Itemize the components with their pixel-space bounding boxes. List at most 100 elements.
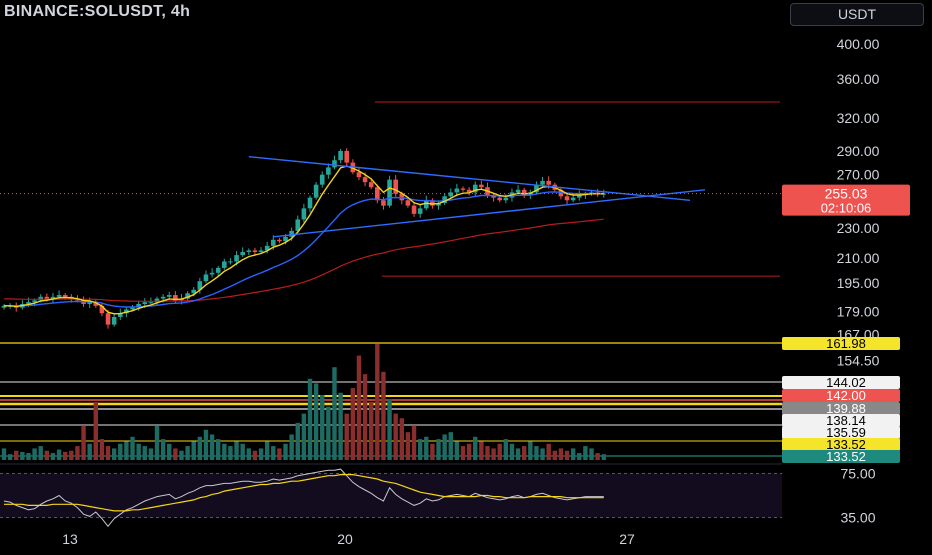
volume-bar	[7, 454, 13, 460]
level-price-label: 133.52	[826, 449, 866, 464]
volume-bar	[326, 406, 331, 460]
candle	[387, 179, 392, 206]
volume-bar	[56, 449, 62, 460]
level-price-tag	[782, 426, 900, 439]
candle	[270, 239, 276, 246]
rsi-tick-label: 35.00	[840, 510, 875, 526]
volume-bar	[69, 450, 74, 460]
volume-bar	[222, 443, 227, 460]
volume-bar	[558, 448, 564, 460]
volume-bar	[252, 450, 258, 460]
volume-bar	[564, 450, 570, 460]
volume-bar	[14, 450, 19, 460]
candle	[99, 305, 105, 314]
rsi-tick-label: 75.00	[840, 466, 875, 482]
candle	[460, 188, 466, 190]
level-price-label: 144.02	[826, 375, 866, 390]
candle	[191, 289, 197, 294]
candle	[283, 236, 288, 242]
candle	[44, 296, 50, 299]
volume-bar	[595, 453, 600, 460]
volume-bar	[522, 446, 527, 460]
candle	[234, 255, 239, 262]
volume-bar	[411, 425, 417, 460]
last-price-badge	[782, 184, 910, 216]
volume-bar	[497, 443, 502, 460]
volume-bar	[320, 395, 325, 460]
price-tick-label: 270.00	[837, 167, 880, 183]
rsi-ma-line	[4, 474, 604, 512]
volume-bar	[399, 418, 404, 460]
candle	[417, 208, 423, 214]
volume-bar	[240, 443, 245, 460]
currency-button[interactable]: USDT	[790, 3, 924, 26]
volume-bar	[344, 413, 349, 460]
level-price-tag	[782, 414, 900, 427]
volume-bar	[479, 441, 484, 460]
price-tick-label: 290.00	[837, 143, 880, 159]
candle	[362, 177, 368, 183]
volume-bar	[191, 441, 196, 460]
candle	[558, 189, 564, 197]
volume-bar	[534, 446, 539, 460]
volume-bar	[111, 448, 117, 460]
price-tick-label: 360.00	[837, 71, 880, 87]
volume-bar	[583, 446, 588, 460]
volume-bar	[466, 443, 472, 460]
candle	[381, 200, 386, 206]
volume-bar	[160, 439, 166, 460]
candle	[521, 189, 527, 195]
volume-bar	[473, 436, 478, 460]
candle	[344, 150, 350, 163]
volume-bar	[393, 413, 398, 460]
candle	[326, 167, 331, 175]
candle	[160, 296, 166, 299]
candle	[93, 302, 99, 306]
volume-bar	[130, 436, 135, 460]
level-price-tag	[782, 450, 900, 463]
candle	[1, 305, 7, 308]
price-tick-label: 154.50	[837, 352, 880, 368]
volume-bar	[405, 432, 411, 460]
candle	[534, 184, 539, 193]
volume-bar	[381, 371, 386, 460]
level-price-label: 135.59	[826, 425, 866, 440]
candle	[540, 180, 545, 185]
volume-bar	[203, 429, 209, 460]
volume-bar	[491, 448, 496, 460]
candle	[154, 298, 160, 303]
level-price-label: 161.98	[826, 336, 866, 351]
candle	[430, 200, 435, 206]
volume-bar	[509, 443, 515, 460]
volume-bar	[350, 388, 356, 460]
volume-bar	[442, 434, 447, 460]
candle	[405, 200, 411, 206]
price-tick-label: 400.00	[837, 36, 880, 52]
volume-bar	[209, 434, 215, 460]
candle	[338, 150, 343, 161]
level-price-tag	[782, 337, 900, 350]
volume-bar	[179, 450, 184, 460]
candle	[289, 230, 294, 237]
price-tick-label: 230.00	[837, 220, 880, 236]
candle	[142, 302, 148, 305]
volume-bar	[552, 450, 557, 460]
level-price-label: 139.88	[826, 401, 866, 416]
volume-bar	[454, 441, 460, 460]
candle	[564, 196, 570, 201]
candle	[332, 160, 337, 168]
candle	[546, 180, 551, 185]
candle	[423, 200, 429, 209]
candle	[307, 197, 313, 209]
symbol-title: BINANCE:SOLUSDT, 4h	[4, 3, 191, 20]
volume-bar	[105, 446, 111, 460]
candle	[503, 197, 509, 201]
candle	[32, 300, 37, 303]
volume-bar	[387, 399, 392, 460]
volume-bar	[136, 443, 141, 460]
volume-bar	[430, 443, 435, 460]
candle	[411, 205, 417, 214]
price-tick-label: 210.00	[837, 250, 880, 266]
